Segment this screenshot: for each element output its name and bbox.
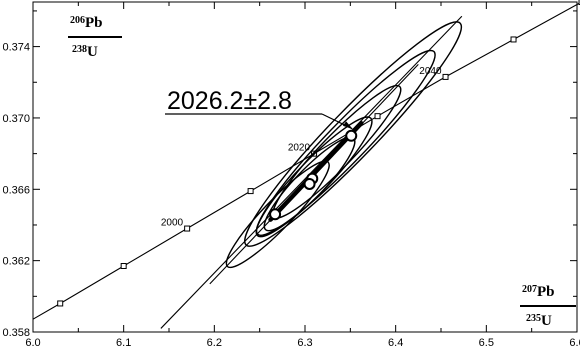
- result-label: 2026.2±2.8: [167, 87, 292, 115]
- age-marker: [442, 73, 449, 80]
- x-tick-label: 6.1: [116, 337, 131, 349]
- x-label-denominator: 235U: [526, 313, 552, 329]
- age-label: 2000: [161, 218, 184, 229]
- result-annotation: 2026.2±2.8: [165, 87, 353, 130]
- age-marker: [510, 36, 517, 43]
- data-point: [345, 129, 358, 142]
- error-ellipses: [225, 21, 463, 269]
- age-marker: [120, 263, 127, 269]
- y-tick-label: 0.366: [2, 184, 30, 196]
- age-marker: [57, 300, 64, 307]
- data-point: [303, 177, 316, 190]
- age-marker: [247, 188, 254, 195]
- discordia-lines: [160, 15, 463, 329]
- error-ellipse: [255, 49, 436, 236]
- x-tick-label: 6.2: [207, 337, 222, 349]
- error-ellipse: [225, 160, 330, 269]
- x-tick-label: 6.4: [388, 337, 403, 349]
- x-tick-label: 6.6: [569, 337, 580, 349]
- plot-frame: [32, 1, 578, 333]
- data-point: [269, 208, 282, 221]
- concordia-curve: 2000 2020 2040 2060: [32, 0, 580, 320]
- x-tick-label: 6.0: [25, 337, 40, 349]
- data-points: [269, 129, 358, 221]
- y-tick-label: 0.370: [2, 113, 30, 125]
- age-label: 2060: [555, 0, 578, 2]
- age-label: 2020: [288, 143, 311, 154]
- x-axis-label: 207Pb 235U: [520, 284, 576, 329]
- x-label-numerator: 207Pb: [522, 284, 555, 300]
- y-tick-label: 0.374: [2, 42, 30, 54]
- tick-labels: 6.0 6.1 6.2 6.3 6.4 6.5 6.6 0.358 0.362 0.366 0.37…: [2, 42, 580, 349]
- y-label-numerator: 206Pb: [70, 15, 103, 31]
- age-label: 2040: [419, 66, 442, 77]
- overlap-band: [268, 121, 364, 222]
- y-tick-label: 0.362: [2, 256, 30, 268]
- x-tick-label: 6.3: [297, 337, 312, 349]
- error-ellipse: [244, 21, 463, 247]
- concordia-line: [32, 2, 580, 320]
- y-tick-label: 0.358: [2, 327, 30, 339]
- y-axis-label: 206Pb 238U: [68, 15, 122, 60]
- x-tick-label: 6.5: [479, 337, 494, 349]
- result-arrowhead: [342, 121, 353, 130]
- axis-ticks: [32, 2, 578, 333]
- discordia-line: [160, 15, 463, 329]
- age-marker: [184, 225, 191, 232]
- y-label-denominator: 238U: [72, 44, 98, 60]
- age-marker: [374, 113, 381, 120]
